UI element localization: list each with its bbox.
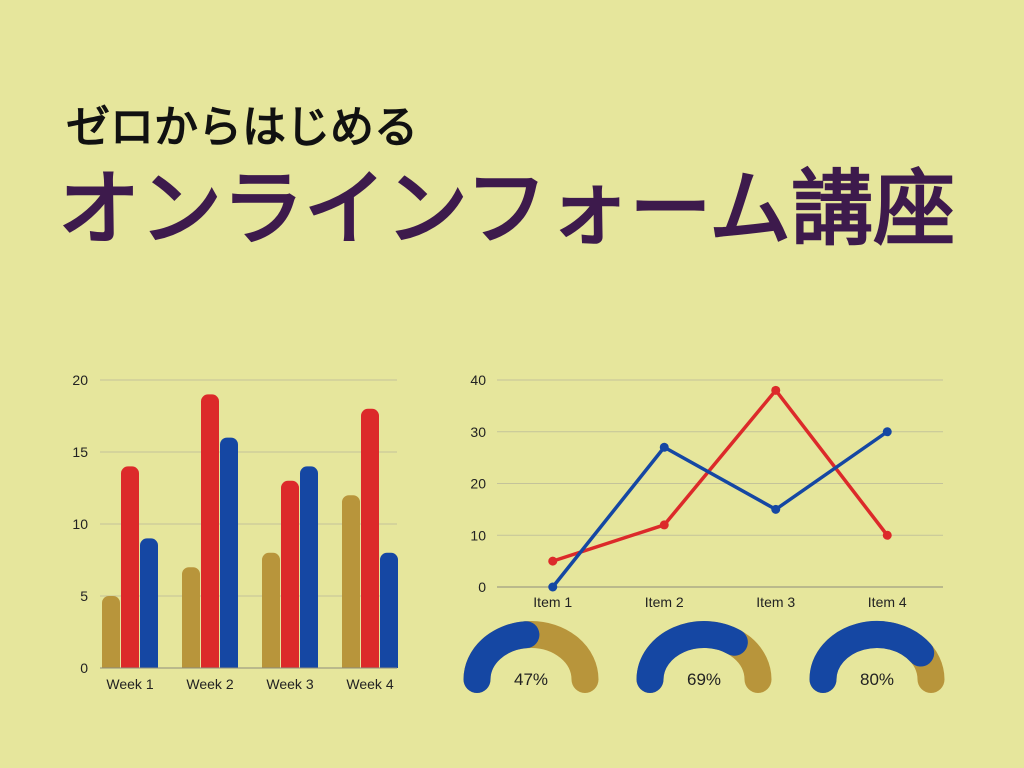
- line-series-1: [551, 388, 889, 563]
- line-chart-x-tick-label: Item 4: [868, 594, 907, 610]
- bar-week-1-series-3: [140, 538, 158, 668]
- bar-chart-x-tick-label: Week 2: [186, 676, 233, 692]
- line-series-1-point-item-2: [659, 520, 669, 530]
- line-chart: 0 10 20 30 40 Item 1 Item 2 Item 3 Item 4: [470, 372, 943, 610]
- bar-week-4-series-1: [342, 495, 360, 668]
- gauge-value-label: 80%: [860, 670, 894, 689]
- line-series-2-point-item-1: [548, 582, 558, 592]
- bar-week-1-series-1: [102, 596, 120, 668]
- bar-chart-y-tick-label: 10: [72, 516, 88, 532]
- gauge-fill: [809, 621, 935, 693]
- line-series-2-point-item-3: [771, 504, 781, 514]
- bar-week-1-series-2: [121, 466, 139, 668]
- bar-week-4-series-3: [380, 552, 398, 668]
- line-chart-y-tick-label: 40: [470, 372, 486, 388]
- bar-week-2-series-1: [182, 567, 200, 668]
- gauge-3: 80%: [809, 621, 945, 693]
- gauge-row: 47% 69% 80%: [463, 621, 945, 693]
- line-series-2-point-item-2: [659, 442, 669, 452]
- bar-week-4-series-2: [361, 408, 379, 668]
- line-chart-y-tick-label: 10: [470, 527, 486, 543]
- line-series-2: [551, 430, 889, 589]
- gauge-value-label: 47%: [514, 670, 548, 689]
- line-series-2-point-item-4: [882, 427, 892, 437]
- line-series-1-point-item-3: [771, 385, 781, 395]
- line-chart-y-tick-label: 30: [470, 424, 486, 440]
- main-title: オンラインフォーム講座: [58, 162, 956, 257]
- bar-chart-y-tick-label: 0: [80, 660, 88, 676]
- bar-chart: 0 5 10 15 20 Week 1 Week 2 Week 3 Week 4: [72, 372, 398, 692]
- bar-chart-x-tick-label: Week 3: [266, 676, 313, 692]
- line-chart-x-tick-label: Item 3: [756, 594, 795, 610]
- line-chart-y-tick-label: 20: [470, 476, 486, 492]
- gauge-fill: [463, 621, 540, 693]
- line-chart-y-tick-label: 0: [478, 579, 486, 595]
- bar-chart-y-tick-label: 20: [72, 372, 88, 388]
- bar-chart-y-tick-label: 5: [80, 588, 88, 604]
- subtitle-heading: ゼロからはじめる: [66, 102, 418, 153]
- bar-week-2-series-3: [220, 437, 238, 668]
- gauge-fill: [636, 621, 748, 693]
- line-series-1-point-item-1: [548, 556, 558, 566]
- line-chart-x-tick-label: Item 2: [645, 594, 684, 610]
- bar-chart-x-tick-label: Week 4: [346, 676, 393, 692]
- bar-week-3-series-2: [281, 480, 299, 668]
- bar-chart-y-tick-label: 15: [72, 444, 88, 460]
- line-chart-x-tick-label: Item 1: [533, 594, 572, 610]
- gauge-value-label: 69%: [687, 670, 721, 689]
- bar-chart-x-tick-label: Week 1: [106, 676, 153, 692]
- gauge-2: 69%: [636, 621, 772, 693]
- gauge-1: 47%: [463, 621, 599, 693]
- bar-week-3-series-3: [300, 466, 318, 668]
- bar-week-3-series-1: [262, 552, 280, 668]
- line-series-1-point-item-4: [882, 530, 892, 540]
- bar-week-2-series-2: [201, 394, 219, 668]
